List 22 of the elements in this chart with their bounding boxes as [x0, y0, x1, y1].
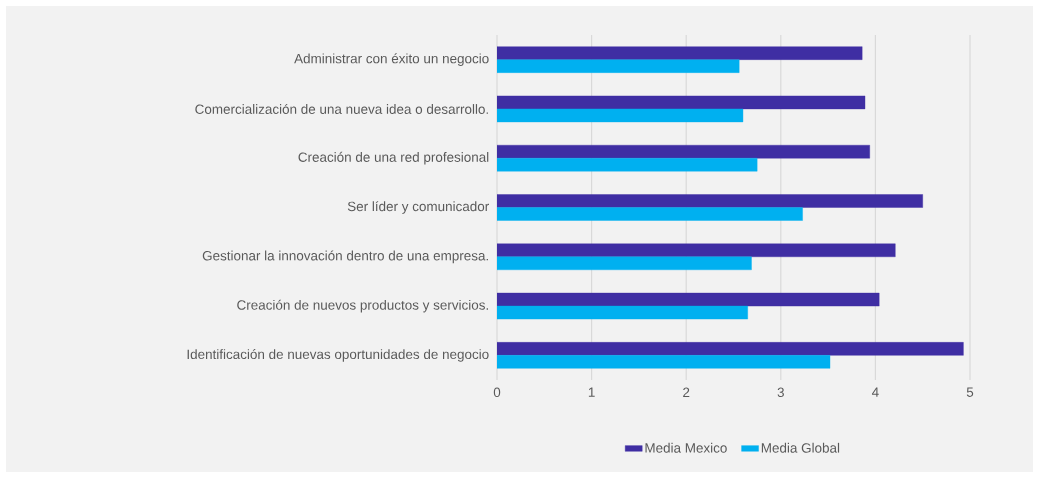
- y-tick-label: Identificación de nuevas oportunidades de negocio: [187, 349, 489, 362]
- legend-label: Media Global: [761, 442, 840, 453]
- x-tick-label: 2: [683, 387, 690, 397]
- x-tick-label: 3: [777, 387, 784, 398]
- bar: [497, 342, 964, 356]
- bar: [497, 46, 863, 60]
- bar: [497, 194, 923, 208]
- y-tick-label: Comercialización de una nueva idea o desarrollo.: [195, 103, 488, 114]
- y-tick-label: Ser líder y comunicador: [347, 201, 489, 214]
- bar: [497, 95, 866, 110]
- legend-label: Media Mexico: [645, 442, 727, 453]
- y-tick-label: Administrar con éxito un negocio: [294, 53, 489, 66]
- x-tick-label: 0: [493, 387, 501, 398]
- bar: [497, 292, 880, 307]
- y-tick-label: Creación de nuevos productos y servicios.: [237, 299, 488, 313]
- bar: [497, 243, 896, 257]
- x-tick-label: 1: [588, 387, 595, 397]
- y-tick-label: Creación de una red profesional: [298, 151, 489, 165]
- bar: [497, 145, 870, 159]
- x-tick-label: 4: [871, 387, 879, 397]
- y-tick-label: Gestionar la innovación dentro de una empresa.: [202, 250, 488, 264]
- x-tick-label: 5: [966, 387, 974, 397]
